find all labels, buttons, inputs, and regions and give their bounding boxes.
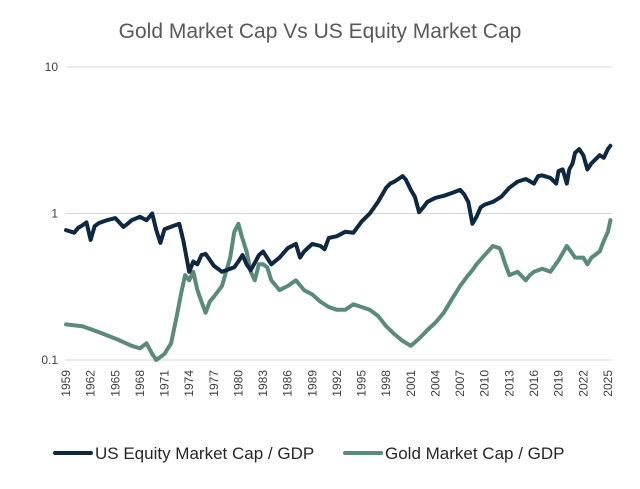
x-tick-label: 2001 — [404, 370, 418, 397]
x-tick-label: 1974 — [182, 370, 196, 397]
x-tick-label: 1962 — [84, 370, 98, 397]
x-tick-label: 2025 — [601, 370, 615, 397]
x-tick-label: 1965 — [108, 370, 122, 397]
x-tick-label: 1992 — [330, 370, 344, 397]
x-tick-label: 2013 — [502, 370, 516, 397]
x-tick-label: 2007 — [453, 370, 467, 397]
legend: US Equity Market Cap / GDP Gold Market Ca… — [53, 444, 565, 463]
x-tick-label: 1998 — [379, 370, 393, 397]
gridlines — [66, 66, 612, 361]
x-tick-label: 1980 — [231, 370, 245, 397]
legend-label: US Equity Market Cap / GDP — [95, 444, 314, 463]
y-tick-label: 1 — [51, 207, 58, 221]
x-tick-label: 1986 — [281, 370, 295, 397]
x-tick-label: 1959 — [59, 370, 73, 397]
x-tick-label: 1989 — [305, 370, 319, 397]
x-tick-label: 1971 — [158, 370, 172, 397]
series-line — [64, 218, 613, 362]
x-tick-label: 1983 — [256, 370, 270, 397]
x-tick-label: 2016 — [527, 370, 541, 397]
legend-label: Gold Market Cap / GDP — [385, 444, 565, 463]
series-lines — [64, 143, 613, 362]
y-tick-label: 10 — [45, 60, 59, 74]
x-tick-label: 2004 — [428, 370, 442, 397]
y-axis-ticks: 10 1 0.1 — [41, 60, 58, 367]
x-tick-label: 2010 — [478, 370, 492, 397]
x-tick-label: 1995 — [355, 370, 369, 397]
chart-title: Gold Market Cap Vs US Equity Market Cap — [119, 20, 522, 43]
x-axis-ticks: 1959 1962 1965 1968 1971 1974 1977 1980 1983 1986… — [59, 370, 615, 397]
series-line — [64, 143, 613, 274]
x-tick-label: 2022 — [576, 370, 590, 397]
x-tick-label: 1977 — [207, 370, 221, 397]
y-tick-label: 0.1 — [41, 353, 58, 367]
x-tick-label: 2019 — [552, 370, 566, 397]
x-tick-label: 1968 — [133, 370, 147, 397]
